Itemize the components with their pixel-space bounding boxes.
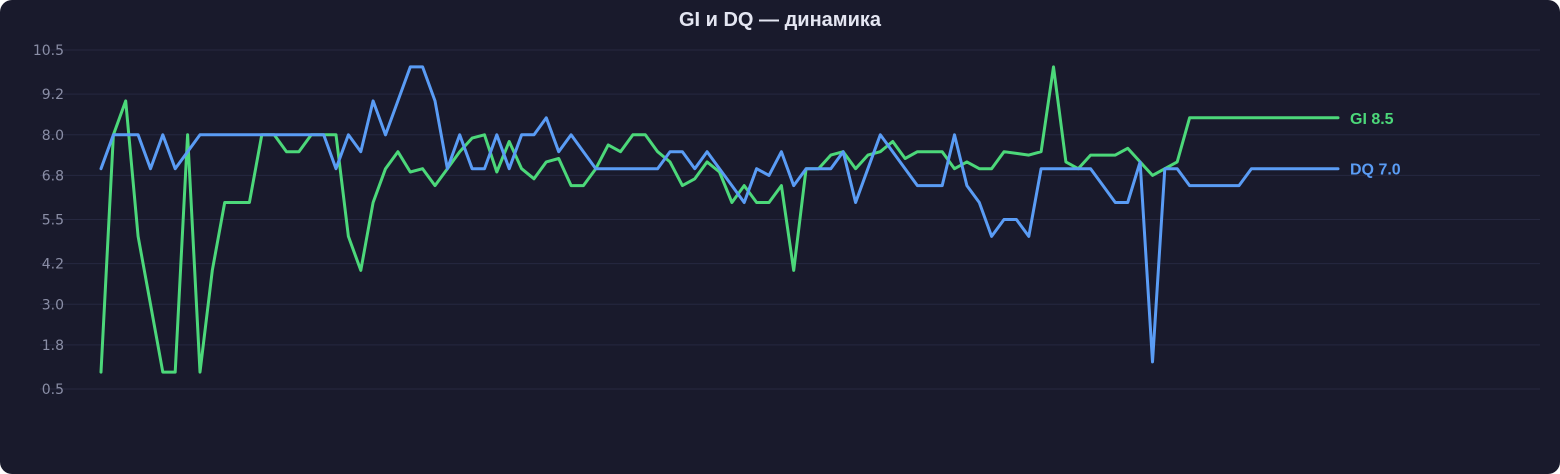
series-line-dq bbox=[99, 65, 1340, 364]
y-tick-label: 3.0 bbox=[42, 297, 64, 313]
chart-title: GI и DQ — динамика bbox=[678, 9, 882, 31]
y-tick-label: 10.5 bbox=[33, 43, 64, 59]
series-end-label-dq: DQ 7.0 bbox=[1350, 162, 1401, 179]
y-tick-label: 4.2 bbox=[42, 257, 64, 273]
y-tick-label: 8.0 bbox=[42, 128, 64, 144]
y-tick-label: 1.8 bbox=[42, 338, 64, 354]
y-tick-label: 5.5 bbox=[42, 213, 64, 229]
y-tick-label: 0.5 bbox=[42, 382, 64, 398]
gridlines bbox=[40, 49, 1540, 390]
series-end-labels: GI 8.5 DQ 7.0 bbox=[1350, 111, 1401, 179]
series-line-gi bbox=[99, 65, 1340, 374]
y-tick-label: 9.2 bbox=[42, 87, 64, 103]
series-lines bbox=[99, 65, 1340, 374]
y-tick-label: 6.8 bbox=[42, 168, 64, 184]
series-end-label-gi: GI 8.5 bbox=[1350, 111, 1394, 128]
y-axis: 10.5 9.2 8.0 6.8 5.5 4.2 3.0 1.8 0.5 bbox=[33, 43, 64, 398]
